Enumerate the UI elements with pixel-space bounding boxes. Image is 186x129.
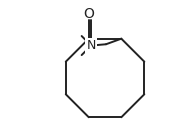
Text: O: O xyxy=(83,7,94,21)
Text: N: N xyxy=(86,39,96,52)
